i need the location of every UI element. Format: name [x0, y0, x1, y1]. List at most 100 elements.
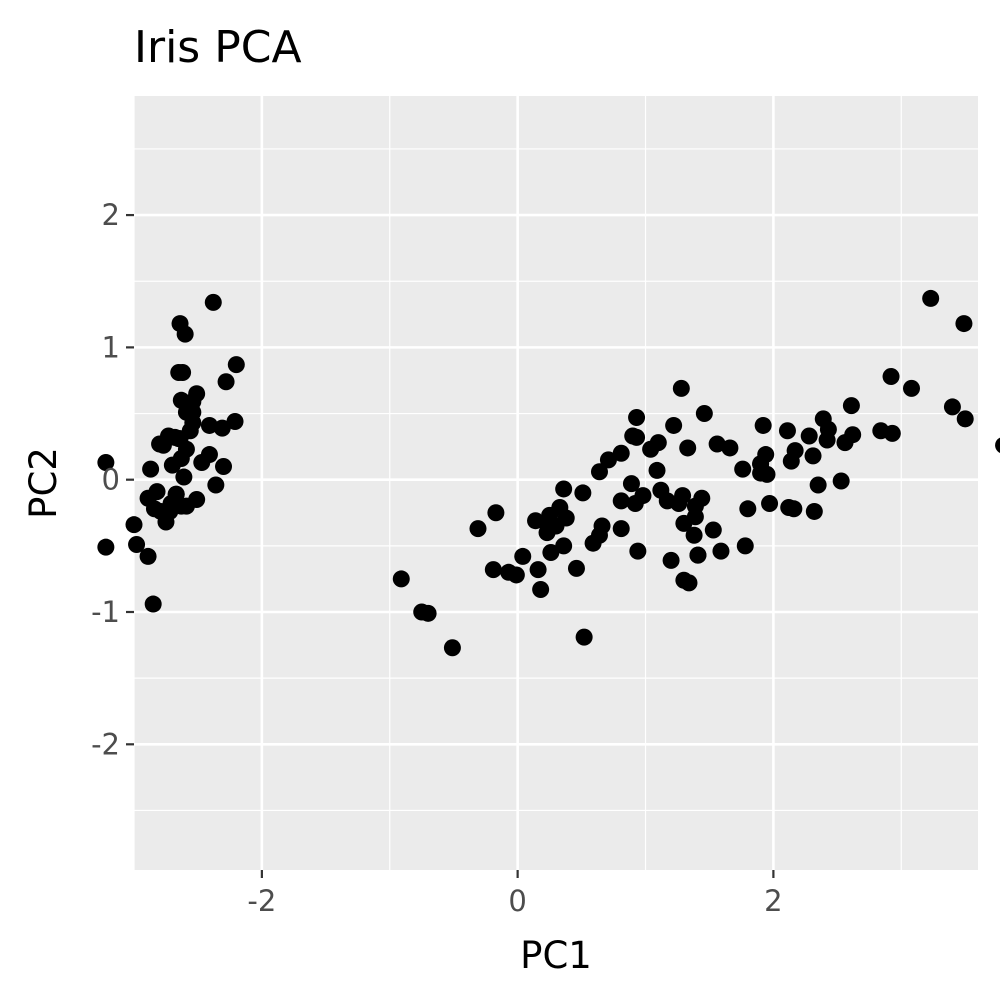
data-point	[204, 293, 222, 311]
data-point	[903, 379, 921, 397]
data-point	[443, 639, 461, 657]
data-point	[567, 559, 585, 577]
data-point	[170, 364, 188, 382]
data-point	[574, 484, 592, 502]
data-point	[213, 419, 231, 437]
data-point	[624, 427, 642, 445]
data-point	[177, 440, 195, 458]
data-point	[226, 412, 244, 430]
data-point	[686, 508, 704, 526]
data-point	[555, 537, 573, 555]
data-point	[665, 416, 683, 434]
y-tick-label: -2	[91, 727, 120, 761]
data-point	[392, 570, 410, 588]
data-point	[956, 410, 974, 428]
x-axis-ticks: -2 0 2	[247, 870, 783, 918]
x-tick-label: -2	[247, 884, 276, 918]
data-point	[487, 504, 505, 522]
data-point	[184, 393, 202, 411]
data-point	[227, 356, 245, 374]
data-point	[685, 526, 703, 544]
data-point	[814, 410, 832, 428]
data-point	[532, 581, 550, 599]
data-point	[144, 595, 162, 613]
data-point	[484, 561, 502, 579]
data-point	[778, 422, 796, 440]
data-point	[177, 497, 195, 515]
data-point	[97, 453, 115, 471]
data-point	[142, 460, 160, 478]
data-point	[761, 495, 779, 513]
data-point	[207, 476, 225, 494]
y-tick-label: -1	[91, 595, 120, 629]
data-point	[675, 571, 693, 589]
data-point	[128, 536, 146, 554]
data-point	[97, 538, 115, 556]
data-point	[575, 628, 593, 646]
data-point	[612, 492, 630, 510]
data-point	[721, 439, 739, 457]
y-tick-label: 2	[102, 198, 120, 232]
data-point	[842, 397, 860, 415]
data-point	[612, 444, 630, 462]
data-point	[175, 468, 193, 486]
data-point	[514, 547, 532, 565]
data-point	[629, 542, 647, 560]
data-point	[995, 437, 1000, 454]
data-point	[163, 456, 181, 474]
data-point	[872, 422, 890, 440]
data-point	[648, 461, 666, 479]
data-point	[148, 483, 166, 501]
data-point	[167, 485, 185, 503]
data-point	[154, 436, 172, 454]
data-point	[500, 563, 518, 581]
data-point	[527, 512, 545, 530]
data-point	[800, 427, 818, 445]
data-point	[739, 500, 757, 518]
data-point	[547, 517, 565, 535]
data-point	[200, 446, 218, 464]
data-point	[555, 480, 573, 498]
data-point	[712, 542, 730, 560]
data-point	[818, 431, 836, 449]
data-point	[689, 546, 707, 564]
data-point	[695, 405, 713, 423]
data-point	[836, 434, 854, 452]
data-point	[782, 452, 800, 470]
data-point	[736, 537, 754, 555]
data-point	[419, 604, 437, 622]
data-point	[704, 521, 722, 539]
data-point	[125, 516, 143, 534]
x-tick-label: 0	[508, 884, 526, 918]
data-point	[674, 487, 692, 505]
data-point	[215, 457, 233, 475]
y-tick-label: 1	[102, 330, 120, 364]
data-point	[734, 460, 752, 478]
data-point	[752, 455, 770, 473]
data-points	[97, 289, 1000, 657]
data-point	[599, 451, 617, 469]
major-gridlines	[134, 96, 978, 870]
data-point	[593, 517, 611, 535]
data-point	[662, 551, 680, 569]
data-point	[805, 502, 823, 520]
minor-gridlines	[133, 96, 978, 870]
data-point	[612, 520, 630, 538]
data-point	[469, 520, 487, 538]
data-point	[626, 495, 644, 513]
data-point	[529, 561, 547, 579]
data-point	[804, 447, 822, 465]
y-axis-title: PC2	[22, 447, 65, 519]
data-point	[679, 439, 697, 457]
data-point	[161, 502, 179, 520]
data-point	[922, 289, 940, 307]
y-axis-ticks: 2 1 0 -1 -2	[91, 198, 134, 761]
data-point	[832, 472, 850, 490]
x-tick-label: 2	[764, 884, 782, 918]
data-point	[200, 416, 218, 434]
data-point	[708, 435, 726, 453]
data-point	[672, 379, 690, 397]
x-axis-title: PC1	[520, 934, 592, 977]
data-point	[809, 476, 827, 494]
data-point	[590, 463, 608, 481]
